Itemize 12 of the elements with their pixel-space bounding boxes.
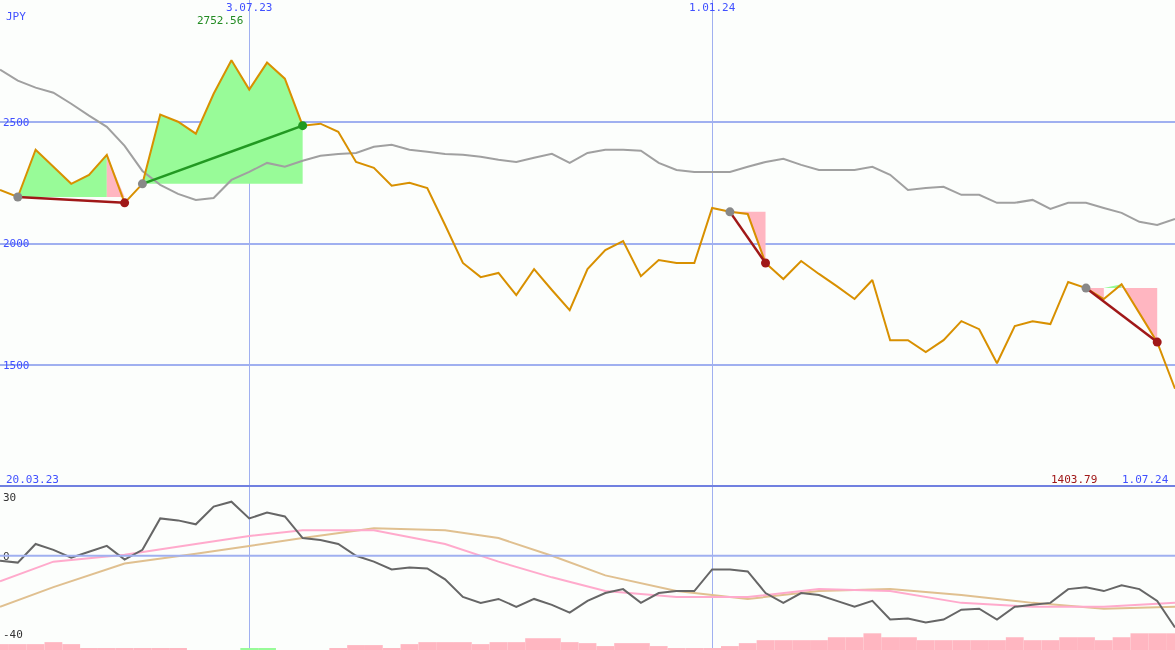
y-axis-title: JPY: [6, 10, 27, 23]
annotation: 2752.56: [197, 14, 244, 27]
y-tick-label: -40: [3, 628, 23, 642]
annotation: 1.07.24: [1122, 473, 1169, 486]
x-tick-label: 3.07.23: [226, 0, 273, 14]
annotation: 20.03.23: [6, 473, 59, 486]
y-tick-label: 2500: [3, 115, 30, 129]
x-tick-label: 1.01.24: [688, 0, 736, 14]
y-tick-label: 1500: [3, 359, 30, 373]
y-tick-label: 2000: [3, 237, 30, 251]
annotation: 1403.79: [1051, 473, 1098, 486]
y-tick-label: 30: [3, 490, 17, 504]
